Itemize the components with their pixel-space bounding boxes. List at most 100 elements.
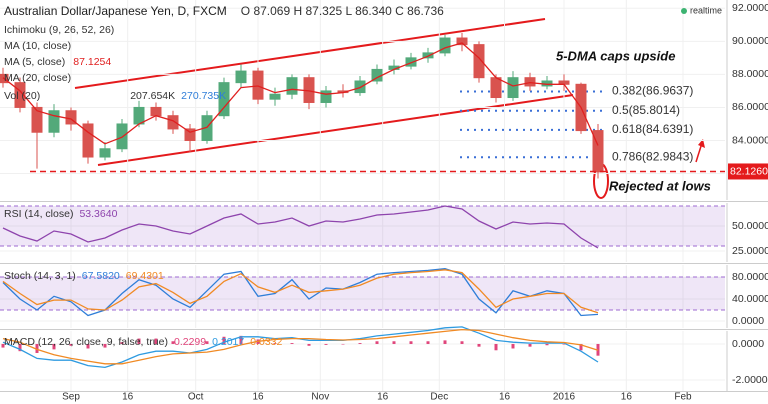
histogram-bar	[86, 343, 90, 349]
indicator-label: MA (10, close)	[4, 40, 71, 52]
band	[0, 276, 725, 311]
panel-name: Stoch (14, 3, 1)	[4, 270, 76, 282]
candle-body	[252, 70, 264, 100]
candle-body	[48, 110, 60, 133]
annotation: Rejected at lows	[609, 178, 711, 193]
y-tick-label: 86.0000	[732, 101, 768, 113]
y-tick-label: 92.0000	[732, 2, 768, 14]
candle-body	[116, 123, 128, 150]
candle-body	[150, 106, 162, 117]
y-tick-label: 25.0000	[732, 245, 768, 257]
candle-body	[456, 37, 468, 46]
panel-legend: MACD (12, 26, close, 9, false, true) 0.22…	[4, 336, 283, 348]
histogram-bar	[341, 343, 345, 345]
candle-body	[320, 90, 332, 103]
y-tick-label: -2.0000	[732, 374, 768, 386]
legend-value: 0.2299	[174, 336, 206, 348]
histogram-bar	[188, 343, 192, 345]
histogram-bar	[69, 343, 73, 346]
histogram-bar	[426, 341, 430, 344]
histogram-bar	[307, 343, 311, 346]
legend-value: 0.0332	[250, 336, 282, 348]
histogram-bar	[392, 341, 396, 344]
candle-body	[592, 130, 604, 173]
x-tick-label: 16	[122, 392, 134, 403]
histogram-bar	[290, 343, 294, 344]
realtime-label: realtime	[690, 5, 722, 15]
histogram-bar	[205, 341, 209, 344]
candle-body	[507, 77, 519, 99]
histogram-bar	[239, 335, 243, 344]
candle-body	[269, 93, 281, 100]
panel-name: MACD (12, 26, close, 9, false, true)	[4, 336, 168, 348]
volume-name: Vol (20)	[4, 90, 40, 102]
realtime-dot	[681, 8, 687, 14]
volume-value: 207.654K	[130, 90, 175, 102]
histogram-bar	[460, 341, 464, 344]
title: Australian Dollar/Japanese Yen, D, FXCM	[4, 4, 227, 18]
ma-name: MA (5, close)	[4, 56, 65, 68]
histogram-bar	[375, 341, 379, 344]
histogram-bar	[1, 343, 5, 348]
candle-body	[524, 77, 536, 87]
candle-body	[439, 37, 451, 54]
y-tick-label: 80.0000	[732, 271, 768, 283]
candle-body	[422, 52, 434, 59]
indicator-line	[2, 328, 599, 365]
histogram-bar	[171, 341, 175, 344]
histogram-bar	[494, 343, 498, 351]
x-tick-label: Dec	[430, 392, 448, 403]
candle-body	[133, 106, 145, 125]
legend-value: 0.2017	[212, 336, 244, 348]
panel-legend: Stoch (14, 3, 1) 67.5820 69.4301	[4, 270, 164, 282]
indicator-label: Ichimoku (9, 26, 52, 26)	[4, 24, 114, 36]
candle-body	[99, 148, 111, 158]
x-tick-label: 2016	[553, 392, 576, 403]
x-tick-label: 16	[499, 392, 511, 403]
x-tick-label: 16	[252, 392, 264, 403]
ma-value: 87.1254	[73, 56, 111, 68]
price-tag-label: 82.1260	[730, 165, 768, 177]
panel-legend: RSI (14, close) 53.3640	[4, 208, 118, 220]
histogram-bar	[18, 343, 22, 352]
histogram-bar	[579, 343, 583, 351]
indicator-label: MA (20, close)	[4, 72, 71, 84]
panel-name: RSI (14, close)	[4, 208, 73, 220]
y-tick-label: 0.0000	[732, 338, 764, 350]
histogram-bar	[324, 343, 328, 345]
candle-body	[286, 77, 298, 95]
up-arrow-head	[698, 139, 705, 148]
histogram-bar	[545, 343, 549, 346]
volume-value: 270.735K	[181, 90, 226, 102]
volume-label: Vol (20) 207.654K 270.735K	[4, 90, 226, 102]
candle-body	[405, 57, 417, 67]
indicator-line	[2, 42, 599, 146]
indicator-line	[2, 205, 599, 249]
fib-label: 0.786(82.9843)	[612, 149, 693, 163]
x-tick-label: Sep	[62, 392, 80, 403]
candle-body	[490, 77, 502, 99]
histogram-bar	[103, 343, 107, 348]
histogram-bar	[562, 343, 566, 345]
candle-body	[31, 106, 43, 133]
y-tick-label: 90.0000	[732, 35, 768, 47]
histogram-bar	[154, 338, 158, 344]
histogram-bar	[511, 343, 515, 349]
price-tag	[728, 163, 768, 180]
y-tick-label: 0.0000	[732, 315, 764, 327]
histogram-bar	[477, 343, 481, 347]
upper-trendline	[74, 18, 546, 89]
histogram-bar	[358, 343, 362, 344]
y-tick-label: 40.0000	[732, 293, 768, 305]
candle-body	[218, 82, 230, 117]
x-tick-label: Nov	[311, 392, 329, 403]
chart-title: Australian Dollar/Japanese Yen, D, FXCM O…	[4, 4, 444, 18]
legend-value: 53.3640	[79, 208, 117, 220]
candle-body	[235, 70, 247, 84]
legend-value: 67.5820	[82, 270, 120, 282]
candle-body	[354, 80, 366, 94]
indicator-label: MA (5, close) 87.1254	[4, 56, 111, 68]
histogram-bar	[273, 343, 277, 344]
y-tick-label: 84.0000	[732, 134, 768, 146]
